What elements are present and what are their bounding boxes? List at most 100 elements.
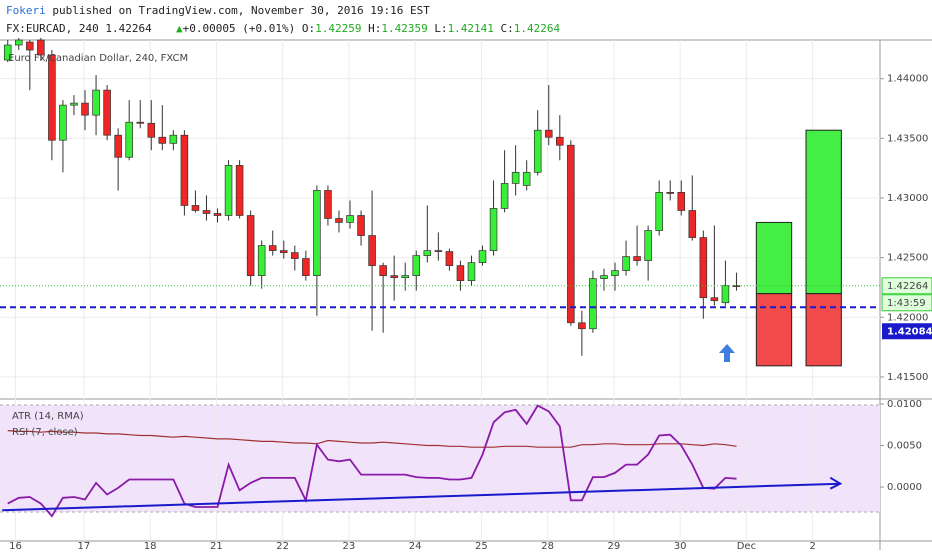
x-tick-label: 2 <box>809 541 815 550</box>
candle-body <box>346 215 354 223</box>
countdown-label: 1:43:59 <box>887 298 926 309</box>
x-tick-label: 21 <box>210 541 223 550</box>
candle-body <box>655 192 663 231</box>
indicator-line <box>7 430 737 448</box>
indicator-band <box>0 405 880 512</box>
candle-body <box>191 205 200 211</box>
y-tick-label: 1.42500 <box>887 253 928 264</box>
x-tick-label: Dec <box>737 541 756 550</box>
candle-body <box>3 44 12 61</box>
candle-body <box>180 134 189 206</box>
candle-body <box>500 183 509 209</box>
ohlc-0-label: O: <box>302 22 315 35</box>
candle-body <box>335 218 343 223</box>
candle-body <box>688 210 697 238</box>
x-tick-label: 17 <box>78 541 91 550</box>
candle-body <box>666 192 674 194</box>
symbol: FX:EURCAD, 240 1.42264 <box>6 22 152 35</box>
x-tick-label: 18 <box>144 541 157 550</box>
ohlc-1: 1.42359 <box>381 22 427 35</box>
candle-body <box>291 252 299 259</box>
published: published on TradingView.com, November 3… <box>52 4 430 17</box>
candle-body <box>202 210 211 214</box>
projection-up <box>805 129 842 295</box>
ohlc-2: 1.42141 <box>448 22 494 35</box>
trend-arrow <box>829 476 843 490</box>
level-box <box>882 323 932 340</box>
author: Fokeri <box>6 4 46 17</box>
symbol-line: FX:EURCAD, 240 1.42264 <box>6 22 152 35</box>
y-tick-label: 1.41500 <box>887 372 928 383</box>
x-tick-label: 28 <box>541 541 554 550</box>
candle-body <box>467 262 476 281</box>
candle-body <box>511 171 520 184</box>
candle-body <box>644 230 652 261</box>
candle-body <box>578 322 586 330</box>
x-tick-label: 25 <box>475 541 488 550</box>
candle-body <box>589 278 597 330</box>
last-price-box <box>881 277 932 295</box>
candle-body <box>544 129 553 138</box>
candle-body <box>567 144 575 324</box>
y-tick-label: 0.0000 <box>887 482 922 493</box>
candle-body <box>556 136 564 146</box>
indicator-legend: RSI (7, close) <box>12 427 78 438</box>
x-tick-label: 24 <box>409 541 422 550</box>
candle-body <box>114 134 122 158</box>
candle-body <box>622 256 630 271</box>
candle-body <box>48 54 56 141</box>
candle-body <box>92 89 100 116</box>
ohlc-0: 1.42259 <box>315 22 361 35</box>
candle-body <box>103 89 111 136</box>
candle-body <box>147 122 156 138</box>
candle-body <box>235 165 244 216</box>
trend-line <box>2 482 841 512</box>
ohlc-2-label: L: <box>434 22 447 35</box>
candle-body <box>434 250 443 252</box>
candle-body <box>710 297 719 302</box>
x-tick-label: 22 <box>276 541 289 550</box>
candle-body <box>368 235 376 266</box>
header-line: Fokeri published on TradingView.com, Nov… <box>6 4 430 17</box>
candle-body <box>611 270 619 276</box>
projection-up <box>755 221 793 295</box>
candle-body <box>600 275 608 279</box>
candle-body <box>412 255 421 276</box>
y-tick-label: 1.44000 <box>887 74 928 85</box>
projection-down <box>755 293 793 367</box>
candle-body <box>257 245 266 276</box>
candle-body <box>390 275 398 279</box>
x-tick-label: 16 <box>9 541 22 550</box>
candle-body <box>401 275 409 279</box>
candle-body <box>633 256 641 261</box>
candle-body <box>357 215 365 236</box>
change-arrow: ▲ <box>176 22 183 35</box>
candle-body <box>246 215 255 276</box>
ohlc-3: 1.42264 <box>514 22 561 35</box>
y-tick-label: 1.43000 <box>887 193 928 204</box>
candle-body <box>423 250 432 256</box>
candle-body <box>268 245 277 251</box>
ohlc-3-label: C: <box>501 22 514 35</box>
candle-body <box>313 190 321 276</box>
candle-body <box>302 258 310 276</box>
x-tick-label: 30 <box>674 541 687 550</box>
change-line: ▲+0.00005 (+0.01%) O:1.42259 H:1.42359 L… <box>176 22 561 35</box>
last-price-label: 1.42264 <box>887 281 928 292</box>
legend: Euro Fx/Canadian Dollar, 240, FXCM <box>8 53 188 64</box>
candle-body <box>37 39 45 56</box>
x-tick-label: 23 <box>343 541 356 550</box>
candle-body <box>522 171 531 186</box>
y-tick-label: 1.42000 <box>887 312 928 323</box>
candle-body <box>136 121 144 124</box>
candle-body <box>732 285 741 288</box>
y-tick-label: 0.0100 <box>887 399 922 410</box>
candle-body <box>677 192 686 211</box>
candle-body <box>213 213 222 216</box>
candle-body <box>721 285 730 304</box>
candle-body <box>169 134 178 144</box>
indicator-line <box>7 404 737 518</box>
candle-body <box>14 39 23 46</box>
candle-body <box>456 265 465 281</box>
level-label: 1.42084 <box>887 326 932 337</box>
